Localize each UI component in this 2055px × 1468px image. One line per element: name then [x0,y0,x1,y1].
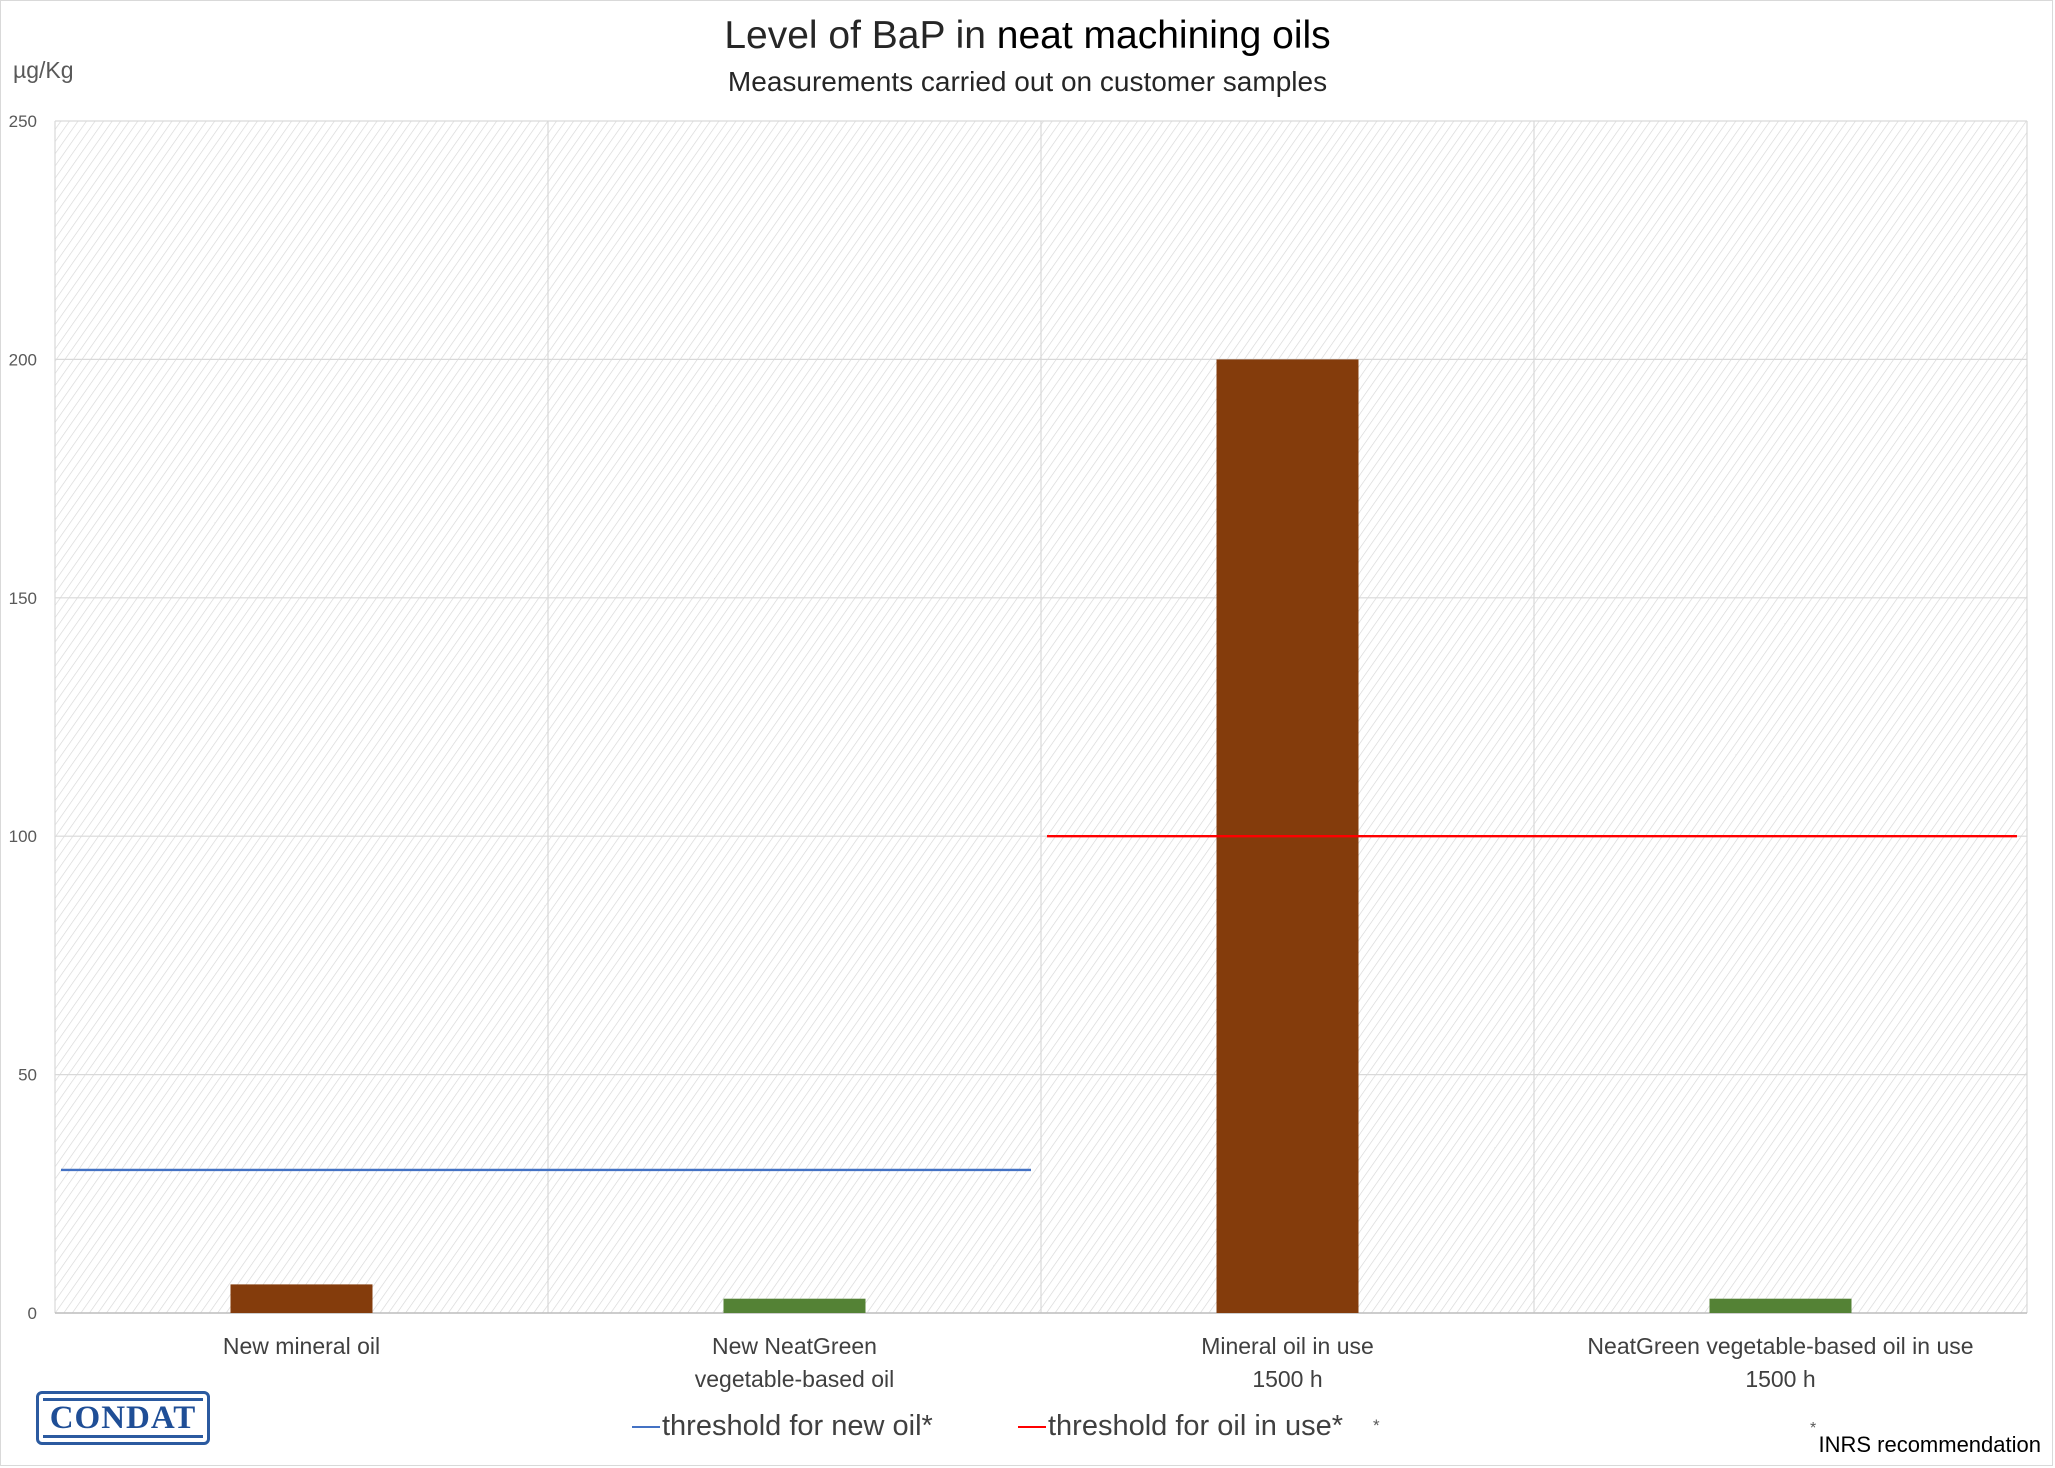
logo-text: CONDAT [49,1399,197,1436]
bar [723,1298,866,1313]
x-tick-label: Mineral oil in use [1201,1333,1374,1359]
chart-subtitle: Measurements carried out on customer sam… [727,66,1328,97]
legend-line-red [1018,1426,1046,1429]
x-tick-label: New mineral oil [223,1333,380,1359]
x-tick-label: NeatGreen vegetable-based oil in use [1587,1333,1973,1359]
chart-title-plain: Level of BaP in [724,14,986,57]
legend-label-oil-in-use: threshold for oil in use* [1048,1410,1343,1442]
chart-title-bold: neat machining oils [996,14,1331,57]
legend-line-blue [632,1426,660,1429]
y-tick-label: 150 [9,589,37,608]
x-tick-label: 1500 h [1252,1366,1322,1392]
bar [1709,1298,1852,1313]
y-tick-label: 200 [9,350,37,369]
legend: threshold for new oil* threshold for oil… [0,1410,2055,1450]
legend-item-oil-in-use: threshold for oil in use* [1018,1410,1343,1443]
x-tick-label: New NeatGreen [712,1333,877,1359]
bar [230,1284,373,1313]
x-tick-label: vegetable-based oil [695,1366,894,1392]
condat-logo: CONDAT [36,1391,210,1445]
legend-label-new-oil: threshold for new oil* [662,1410,933,1442]
y-tick-label: 0 [28,1304,37,1323]
footnote-mark: * [1810,1420,1817,1437]
y-tick-label: 50 [18,1066,37,1085]
legend-item-new-oil: threshold for new oil* [632,1410,933,1443]
footnote: INRS recommendation [1818,1432,2041,1457]
y-tick-label: 100 [9,827,37,846]
y-tick-label: 250 [9,112,37,131]
y-axis-unit: µg/Kg [13,57,74,83]
chart-title: Level of BaP in neat machining oils [0,14,2055,58]
x-tick-label: 1500 h [1745,1366,1815,1392]
legend-footnote-mark: * [1373,1416,1380,1435]
